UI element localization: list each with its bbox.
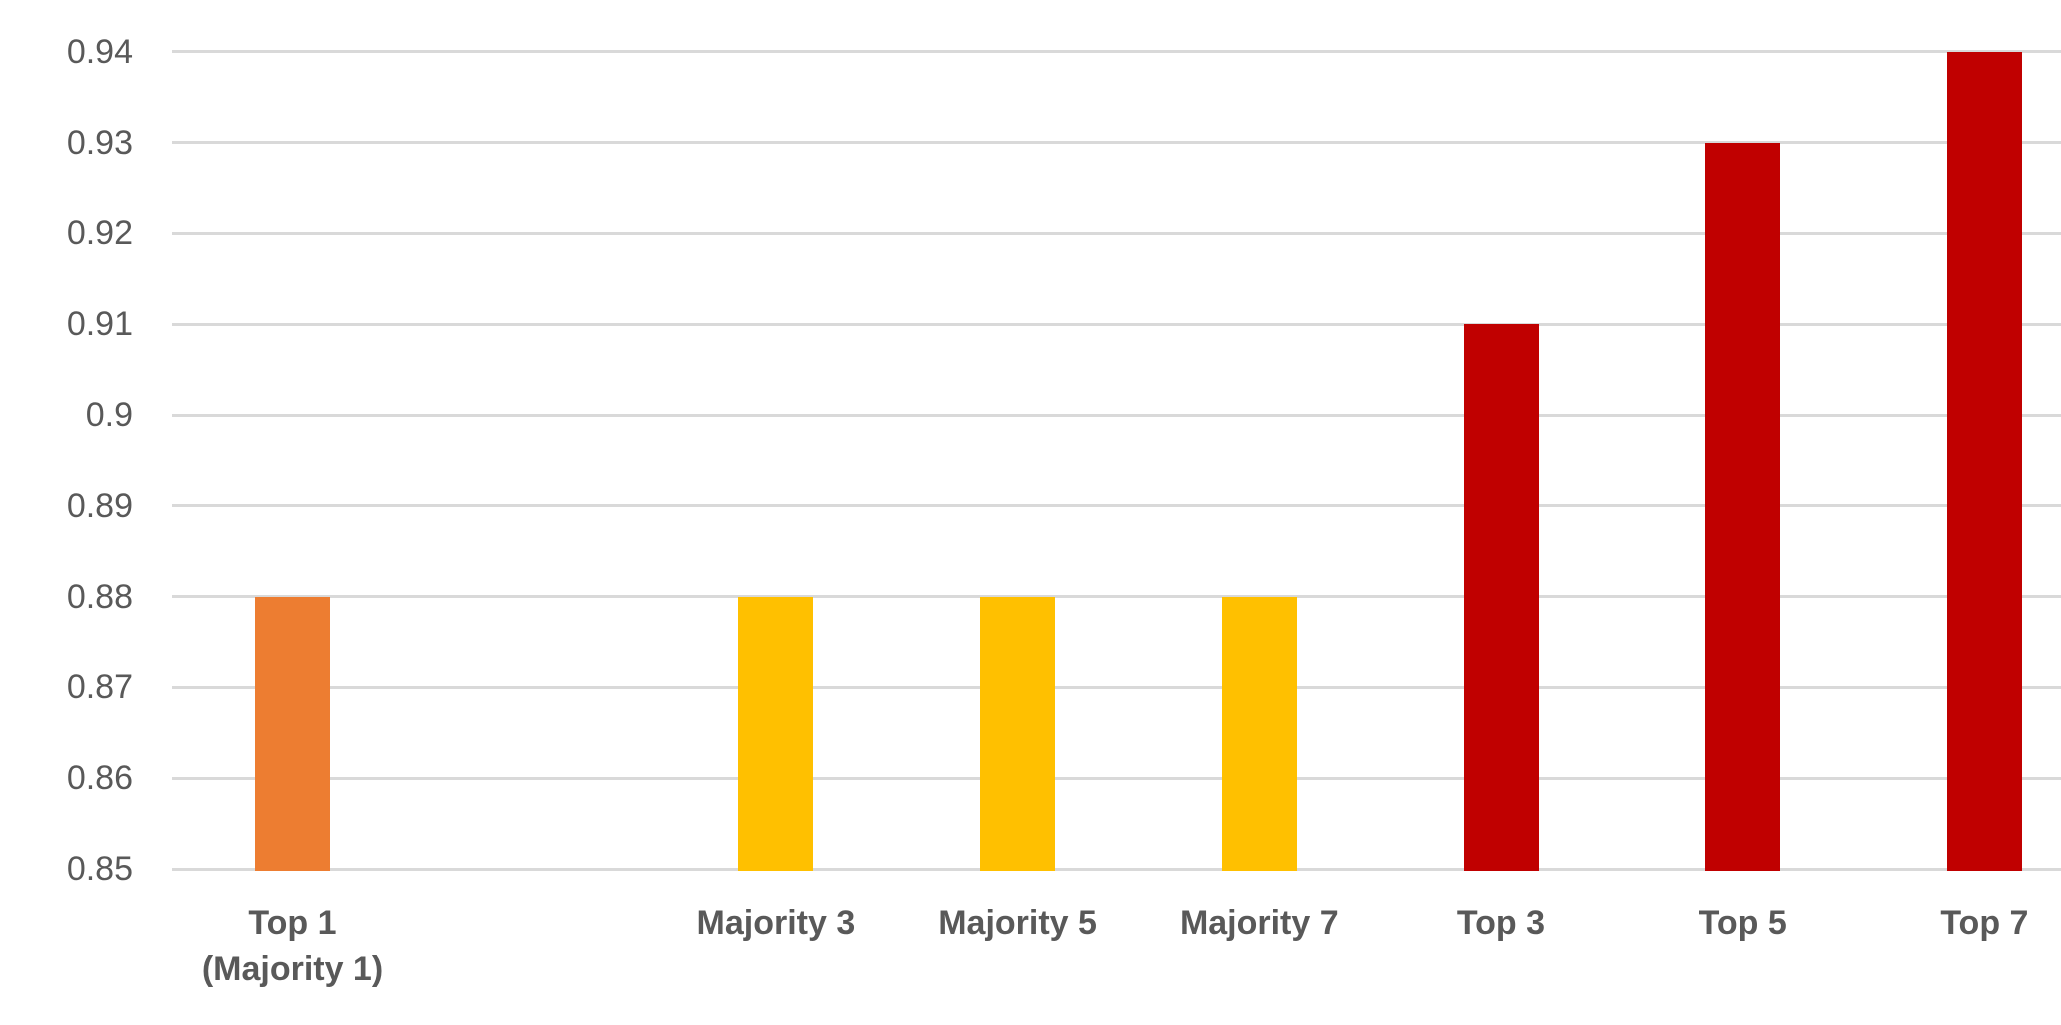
x-category-label-majority-5: Majority 5 (838, 900, 1198, 946)
x-category-label-line: Top 3 (1456, 904, 1546, 942)
x-category-label-top-3: Top 3 (1321, 900, 1681, 946)
x-category-label-line: Majority 7 (1179, 904, 1339, 942)
y-tick-label: 0.9 (85, 396, 133, 434)
y-tick-label: 0.91 (66, 305, 133, 344)
y-tick-label: 0.92 (66, 214, 133, 253)
x-category-label-line: Top 7 (1940, 904, 2029, 942)
gridline (172, 231, 2061, 235)
y-tick-label: 0.87 (66, 668, 133, 707)
bar-top-5 (1705, 142, 1781, 871)
y-tick-label: 0.93 (66, 123, 133, 162)
bar-majority-3 (738, 596, 814, 871)
gridline (172, 867, 2061, 871)
y-tick-label: 0.94 (66, 32, 133, 71)
gridline (172, 413, 2061, 417)
bar-top-1 (255, 596, 330, 871)
gridline (172, 595, 2061, 599)
gridline (172, 504, 2061, 508)
bar-majority-5 (980, 596, 1056, 871)
y-tick-label: 0.86 (66, 759, 133, 798)
x-category-label-line: Majority 3 (696, 904, 856, 942)
x-category-label-line: Top 5 (1698, 904, 1787, 942)
x-category-label-majority-7: Majority 7 (1079, 900, 1439, 946)
gridline (172, 141, 2061, 145)
gridline (172, 685, 2061, 689)
x-category-label-top-5: Top 5 (1563, 900, 1923, 946)
gridline (172, 322, 2061, 326)
y-tick-label: 0.89 (66, 486, 133, 525)
gridline (172, 50, 2061, 54)
bar-top-7 (1946, 51, 2022, 871)
x-category-label-top-7: Top 7 (1804, 900, 2061, 946)
bar-chart: 0.94 0.93 0.92 0.91 0.9 0.89 0.88 0.87 0.86 0.85 T… (40, 16, 2061, 1009)
y-tick-label: 0.88 (66, 577, 133, 616)
x-category-label-line: Majority 5 (938, 904, 1097, 942)
x-category-label-majority-3: Majority 3 (596, 900, 956, 946)
gridline (172, 776, 2061, 780)
bar-majority-7 (1221, 596, 1297, 871)
x-category-label-top-1: Top 1 (Majority 1) (113, 900, 473, 992)
bar-top-3 (1463, 324, 1539, 871)
y-tick-label: 0.85 (66, 850, 133, 888)
x-category-label-line: Top 1 (248, 904, 337, 942)
x-category-label-line: (Majority 1) (201, 950, 384, 988)
